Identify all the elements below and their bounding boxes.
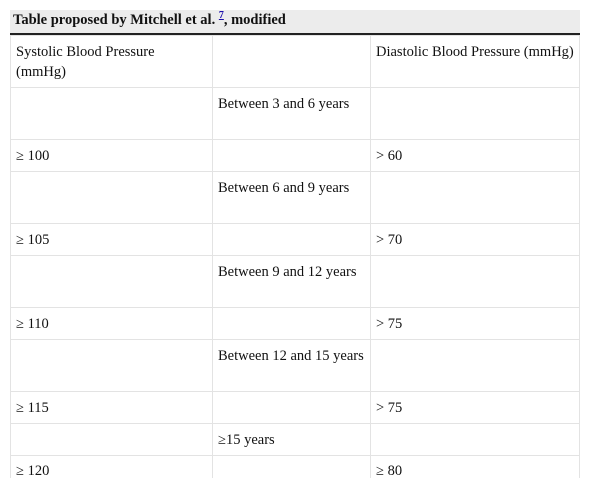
table-row: ≥ 110 > 75: [10, 307, 580, 340]
table-row: Between 6 and 9 years: [10, 171, 580, 224]
table-header-row: Systolic Blood Pressure (mmHg) Diastolic…: [10, 35, 580, 88]
table-row: ≥ 115 > 75: [10, 391, 580, 424]
cell-systolic: ≥ 105: [10, 223, 213, 256]
table-row: ≥ 105 > 70: [10, 223, 580, 256]
cell-age-range: [212, 391, 371, 424]
cell-diastolic: > 75: [370, 307, 580, 340]
cell-diastolic: [370, 255, 580, 308]
header-age: [212, 35, 371, 88]
table-row: Between 9 and 12 years: [10, 255, 580, 308]
table-row: ≥ 120 ≥ 80: [10, 455, 580, 478]
table-caption: Table proposed by Mitchell et al. 7, mod…: [10, 10, 580, 35]
caption-suffix: , modified: [223, 12, 286, 28]
cell-systolic: [10, 171, 213, 224]
cell-age-range: ≥15 years: [212, 423, 371, 456]
cell-systolic: [10, 255, 213, 308]
reference-link[interactable]: 7: [218, 10, 224, 21]
header-systolic: Systolic Blood Pressure (mmHg): [10, 35, 213, 88]
cell-diastolic: [370, 423, 580, 456]
cell-systolic: ≥ 100: [10, 139, 213, 172]
cell-diastolic: ≥ 80: [370, 455, 580, 478]
cell-diastolic: > 70: [370, 223, 580, 256]
cell-age-range: [212, 223, 371, 256]
cell-diastolic: > 75: [370, 391, 580, 424]
cell-systolic: ≥ 120: [10, 455, 213, 478]
cell-age-range: Between 3 and 6 years: [212, 87, 371, 140]
cell-age-range: Between 12 and 15 years: [212, 339, 371, 392]
reference-superscript: 7: [219, 10, 224, 21]
cell-systolic: [10, 423, 213, 456]
table-container: Table proposed by Mitchell et al. 7, mod…: [10, 10, 580, 478]
cell-age-range: [212, 455, 371, 478]
cell-systolic: ≥ 115: [10, 391, 213, 424]
cell-systolic: ≥ 110: [10, 307, 213, 340]
cell-age-range: [212, 307, 371, 340]
cell-diastolic: [370, 171, 580, 224]
blood-pressure-table: Systolic Blood Pressure (mmHg) Diastolic…: [10, 35, 580, 478]
table-row: ≥ 100 > 60: [10, 139, 580, 172]
cell-age-range: [212, 139, 371, 172]
table-row: ≥15 years: [10, 423, 580, 456]
cell-systolic: [10, 339, 213, 392]
cell-diastolic: [370, 339, 580, 392]
table-row: Between 12 and 15 years: [10, 339, 580, 392]
table-row: Between 3 and 6 years: [10, 87, 580, 140]
header-diastolic: Diastolic Blood Pressure (mmHg): [370, 35, 580, 88]
cell-diastolic: > 60: [370, 139, 580, 172]
cell-diastolic: [370, 87, 580, 140]
cell-age-range: Between 6 and 9 years: [212, 171, 371, 224]
cell-systolic: [10, 87, 213, 140]
caption-text: Table proposed by Mitchell et al.: [13, 12, 219, 28]
cell-age-range: Between 9 and 12 years: [212, 255, 371, 308]
